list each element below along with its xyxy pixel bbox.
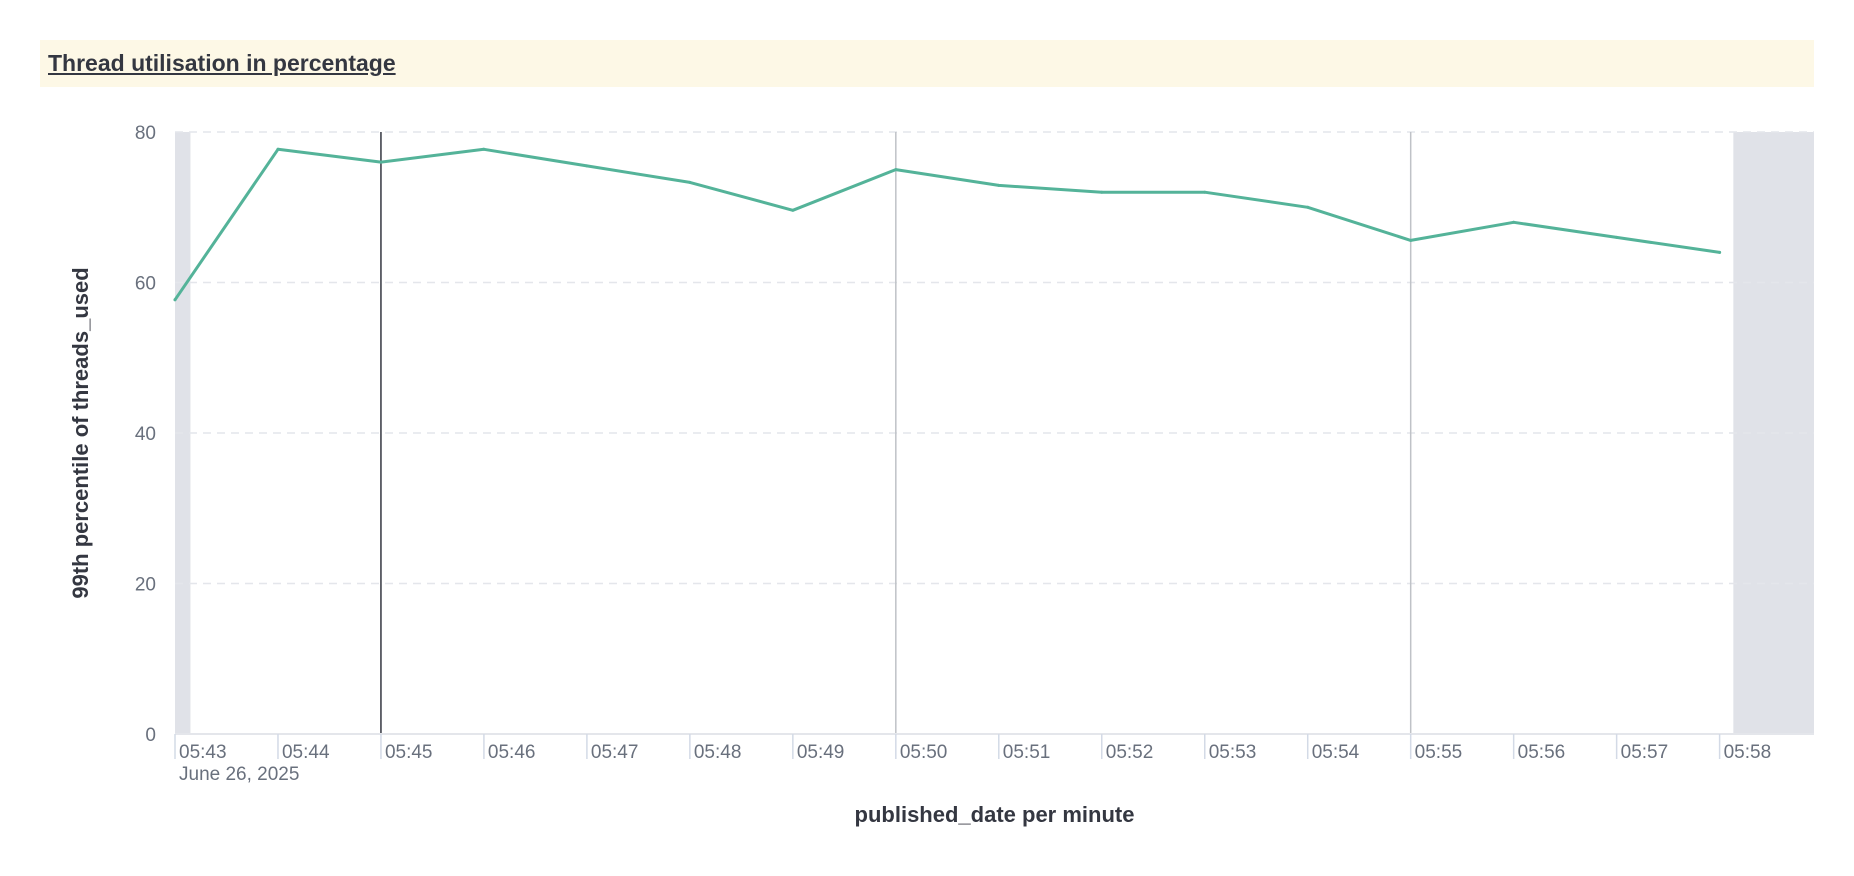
- data-point: [1100, 190, 1104, 194]
- x-tick-label: 05:45: [385, 742, 433, 763]
- x-tick-label: 05:47: [591, 742, 639, 763]
- data-point: [688, 180, 692, 184]
- x-axis-ticks: 05:43 05:44 05:45 05:46 05:47 05:48 05:49 05:50…: [174, 734, 1772, 763]
- x-tick-label: 05:48: [694, 742, 742, 763]
- data-point: [791, 208, 795, 212]
- x-tick-label: 05:56: [1518, 742, 1566, 763]
- panel-title-link[interactable]: Thread utilisation in percentage: [48, 50, 396, 76]
- data-point: [276, 147, 280, 151]
- panel-header: Thread utilisation in percentage: [40, 40, 1814, 87]
- y-tick-label: 60: [135, 274, 156, 295]
- x-tick-label: 05:54: [1312, 742, 1360, 763]
- x-tick-label: 05:52: [1106, 742, 1154, 763]
- y-axis-title: 99th percentile of threads_used: [68, 267, 93, 598]
- data-point: [894, 168, 898, 172]
- x-tick-label: 05:44: [282, 742, 330, 763]
- data-point: [1512, 220, 1516, 224]
- y-tick-label: 40: [135, 424, 156, 445]
- x-tick-label: 05:53: [1209, 742, 1257, 763]
- x-axis-date-label: June 26, 2025: [179, 764, 299, 785]
- gridlines: [175, 131, 1814, 585]
- data-point: [1615, 235, 1619, 239]
- x-tick-label: 05:55: [1415, 742, 1463, 763]
- data-point: [173, 298, 177, 302]
- y-axis-ticks: 0 20 40 60 80: [135, 123, 156, 746]
- x-tick-label: 05:49: [797, 742, 845, 763]
- y-tick-label: 0: [145, 725, 156, 746]
- x-tick-label: 05:46: [488, 742, 536, 763]
- data-point: [482, 147, 486, 151]
- data-point: [1718, 250, 1722, 254]
- x-tick-label: 05:50: [900, 742, 948, 763]
- series-line: [173, 147, 1722, 302]
- y-tick-label: 80: [135, 123, 156, 144]
- marker-lines: [380, 132, 1412, 734]
- x-axis-title: published_date per minute: [855, 802, 1135, 827]
- data-point: [997, 183, 1001, 187]
- x-tick-label: 05:57: [1621, 742, 1669, 763]
- data-point: [1203, 190, 1207, 194]
- x-tick-label: 05:51: [1003, 742, 1051, 763]
- data-point: [585, 164, 589, 168]
- y-tick-label: 20: [135, 575, 156, 596]
- data-point: [379, 160, 383, 164]
- series-line-group: [173, 147, 1722, 302]
- x-tick-label: 05:58: [1724, 742, 1772, 763]
- data-point: [1409, 238, 1413, 242]
- x-tick-label: 05:43: [179, 742, 227, 763]
- data-point: [1306, 205, 1310, 209]
